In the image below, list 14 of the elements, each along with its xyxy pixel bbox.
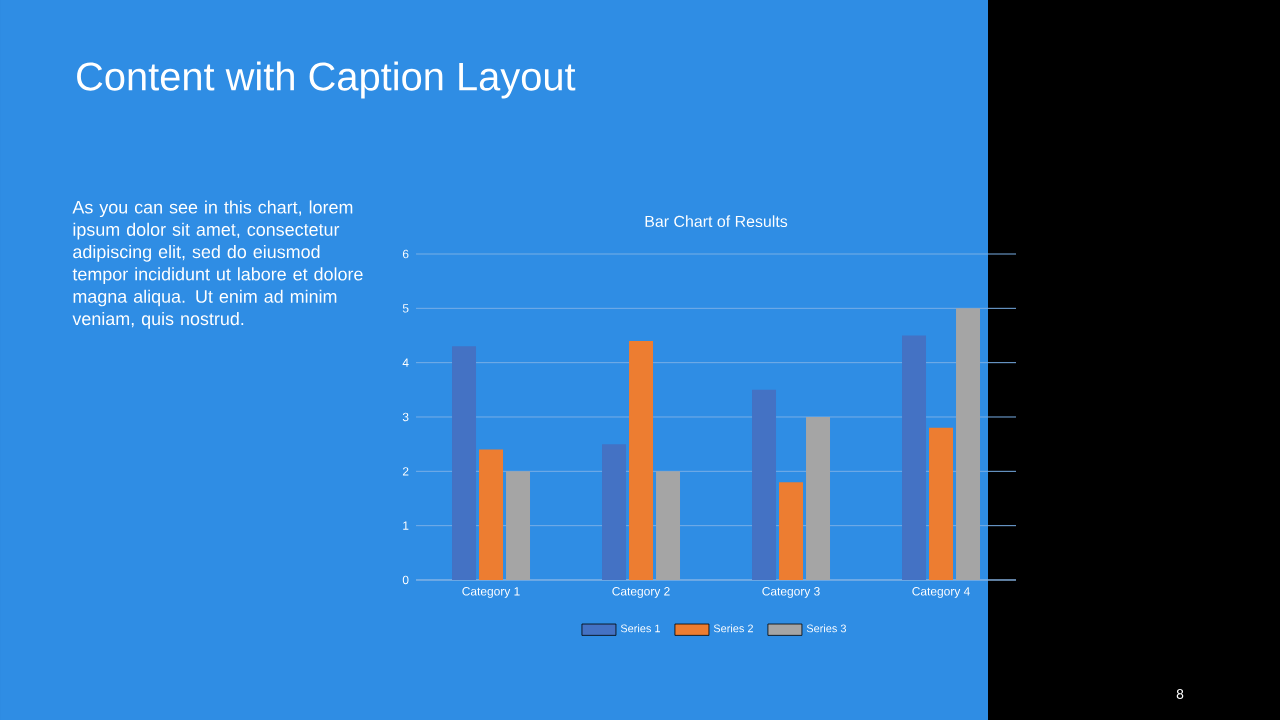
bar [452, 346, 477, 580]
bar [629, 340, 654, 580]
bar [479, 449, 504, 580]
text: As you can see in this chart, lorem ipsum dolor sit amet, consectetur adipiscing elit, sed do eiusmod tempor incididunt ut labore et dolore magna aliqua. Ut enim ad minim veniam, quis nostrud. [72, 200, 363, 329]
text: Content with Caption Layout [77, 61, 576, 99]
bar [656, 471, 681, 580]
bar [902, 335, 927, 580]
bar [506, 471, 531, 580]
bar [779, 482, 804, 580]
bar [956, 308, 981, 580]
bar [752, 389, 777, 580]
bar [602, 444, 627, 580]
bar [929, 427, 954, 580]
bar [806, 417, 831, 580]
